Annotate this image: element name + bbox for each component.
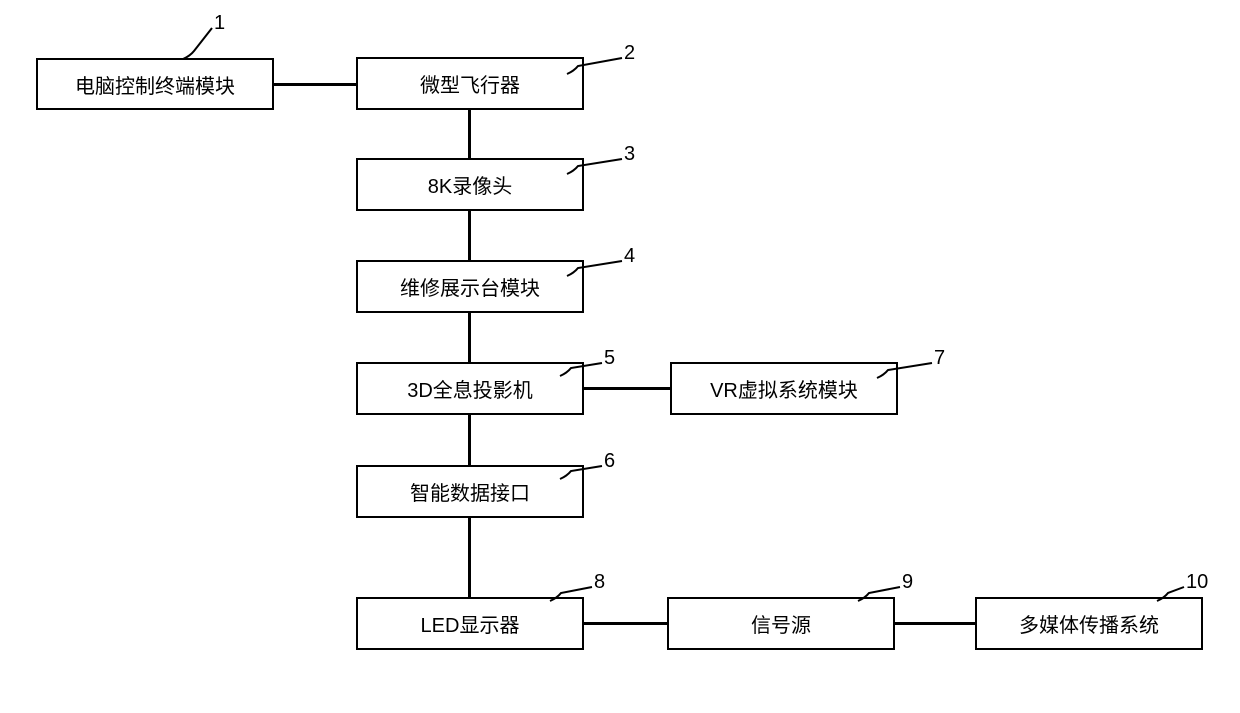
callout-line-n5 [555, 355, 610, 380]
node-n7: VR虚拟系统模块 [670, 362, 898, 415]
callout-line-n4 [562, 253, 630, 280]
edge-n5-n6 [468, 415, 471, 465]
callout-line-n10 [1152, 579, 1192, 605]
node-label-n1: 电脑控制终端模块 [75, 70, 235, 99]
callout-line-n6 [555, 458, 610, 483]
node-n6: 智能数据接口 [356, 465, 584, 518]
callout-line-n2 [562, 50, 630, 78]
node-n1: 电脑控制终端模块 [36, 58, 274, 110]
edge-n4-n5 [468, 313, 471, 362]
node-n2: 微型飞行器 [356, 57, 584, 110]
node-label-n7: VR虚拟系统模块 [710, 374, 858, 403]
node-n5: 3D全息投影机 [356, 362, 584, 415]
callout-line-n7 [872, 355, 940, 382]
edge-n3-n4 [468, 211, 471, 260]
edge-n2-n3 [468, 110, 471, 158]
edge-n8-n9 [584, 622, 667, 625]
node-label-n6: 智能数据接口 [410, 477, 530, 506]
edge-n5-n7 [584, 387, 670, 390]
callout-line-n1 [178, 20, 220, 63]
callout-line-n8 [545, 579, 600, 605]
edge-n6-n8 [468, 518, 471, 597]
edge-n1-n2 [274, 83, 356, 86]
node-n4: 维修展示台模块 [356, 260, 584, 313]
node-label-n10: 多媒体传播系统 [1019, 609, 1159, 638]
node-label-n8: LED显示器 [421, 609, 520, 638]
node-label-n2: 微型飞行器 [420, 69, 520, 98]
node-label-n3: 8K录像头 [428, 170, 512, 199]
node-label-n9: 信号源 [751, 609, 811, 638]
callout-line-n3 [562, 151, 630, 178]
node-n3: 8K录像头 [356, 158, 584, 211]
node-label-n4: 维修展示台模块 [400, 272, 540, 301]
edge-n9-n10 [895, 622, 975, 625]
node-label-n5: 3D全息投影机 [407, 374, 533, 403]
callout-line-n9 [853, 579, 908, 605]
